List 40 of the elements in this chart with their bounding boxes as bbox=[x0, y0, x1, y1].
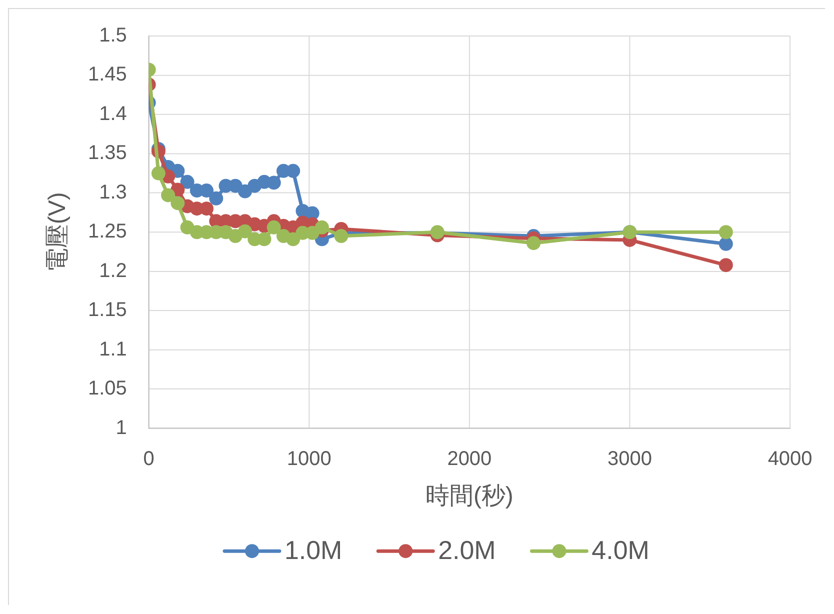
y-tick-label: 1.35 bbox=[88, 142, 127, 164]
point bbox=[170, 196, 185, 210]
point bbox=[266, 176, 281, 190]
point bbox=[334, 229, 348, 244]
point bbox=[238, 224, 252, 238]
point bbox=[161, 188, 176, 202]
y-tick-label: 1.05 bbox=[88, 378, 127, 400]
x-tick-label: 1000 bbox=[286, 448, 332, 470]
x-axis-title: 時間(秒) bbox=[425, 482, 514, 510]
x-tick-label: 2000 bbox=[447, 448, 492, 470]
point bbox=[151, 166, 166, 180]
x-tick-label: 0 bbox=[143, 448, 154, 470]
y-tick-label: 1.4 bbox=[99, 102, 127, 125]
point bbox=[180, 174, 194, 189]
legend-label: 4.0M bbox=[592, 535, 650, 566]
y-tick-label: 1 bbox=[116, 416, 127, 439]
point bbox=[526, 236, 541, 250]
point bbox=[200, 184, 214, 198]
point bbox=[314, 220, 329, 234]
legend-label: 1.0M bbox=[284, 535, 342, 566]
point bbox=[718, 236, 733, 251]
y-tick-label: 1.45 bbox=[88, 64, 127, 86]
point bbox=[209, 191, 224, 206]
point bbox=[286, 232, 300, 246]
legend-label: 2.0M bbox=[438, 535, 496, 566]
y-tick-label: 1.1 bbox=[99, 338, 127, 360]
point bbox=[286, 164, 300, 178]
point bbox=[266, 220, 281, 234]
y-tick-label: 1.2 bbox=[99, 260, 127, 282]
y-axis-title: 電壓(V) bbox=[44, 192, 71, 272]
y-tick-label: 1.5 bbox=[99, 24, 127, 46]
point bbox=[200, 202, 214, 216]
point bbox=[718, 258, 733, 272]
y-tick-label: 1.3 bbox=[99, 181, 127, 204]
y-tick-label: 1.15 bbox=[88, 299, 127, 322]
y-tick-label: 1.25 bbox=[88, 220, 127, 243]
point bbox=[257, 232, 272, 246]
x-tick-label: 3000 bbox=[608, 448, 652, 470]
point bbox=[718, 225, 733, 240]
x-tick-label: 4000 bbox=[768, 448, 812, 470]
